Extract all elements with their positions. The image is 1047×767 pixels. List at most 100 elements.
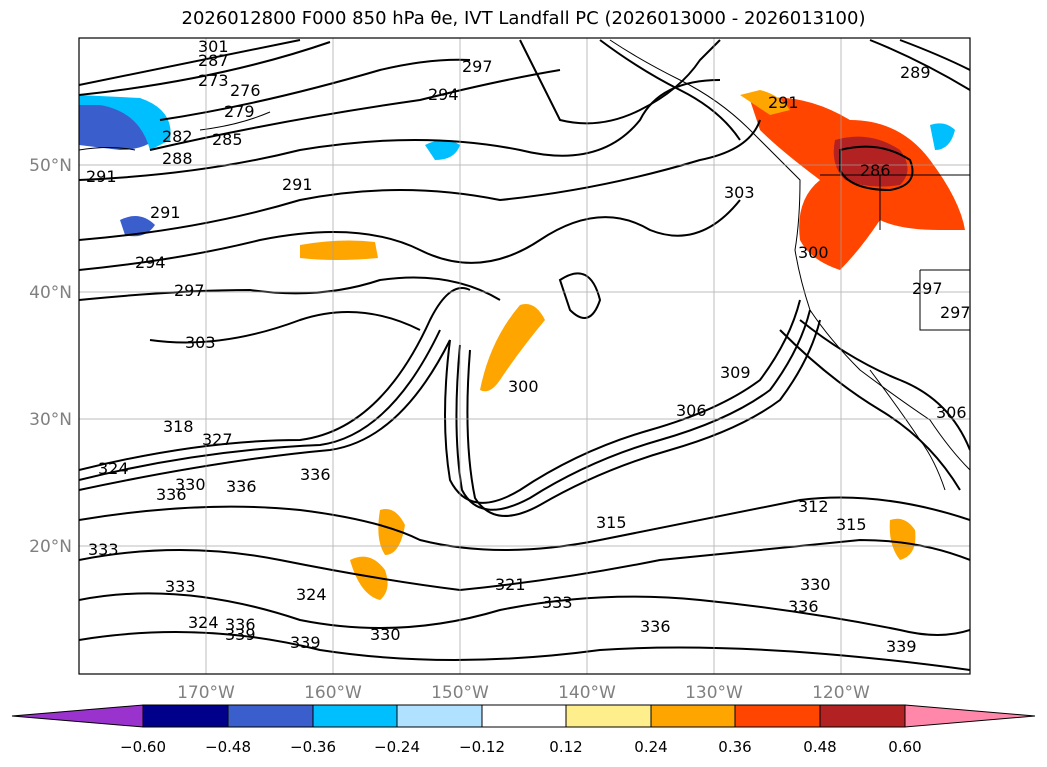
ivt-negative-ring-nw bbox=[79, 95, 171, 150]
contour-line bbox=[149, 311, 421, 344]
contour-label: 297 bbox=[462, 57, 493, 76]
contour-label: 291 bbox=[150, 203, 181, 222]
ivt-moderate-ring-nw bbox=[740, 90, 790, 115]
contour-label: 282 bbox=[162, 127, 193, 146]
contour-line bbox=[599, 39, 741, 141]
coastlines bbox=[79, 39, 970, 491]
contour-label: 285 bbox=[212, 130, 243, 149]
ivt-negative-region-n1 bbox=[425, 140, 460, 160]
contour-label: 303 bbox=[185, 333, 216, 352]
lon-tick-label: 150°W bbox=[431, 683, 489, 703]
latitude-tick-labels: 50°N 40°N 30°N 20°N bbox=[29, 156, 72, 557]
contour-label: 291 bbox=[86, 167, 117, 186]
colorbar-extend-low bbox=[11, 704, 144, 728]
colorbar-segment bbox=[396, 704, 483, 728]
lat-tick-label: 30°N bbox=[29, 410, 72, 430]
contour-label: 339 bbox=[290, 633, 321, 652]
contour-label: 289 bbox=[900, 63, 931, 82]
state-borders bbox=[820, 174, 970, 331]
ivt-negative-region-w bbox=[120, 216, 155, 237]
map-title: 2026012800 F000 850 hPa θe, IVT Landfall… bbox=[181, 8, 866, 29]
contour-line bbox=[779, 329, 961, 491]
contour-label: 315 bbox=[836, 515, 867, 534]
contour-label: 336 bbox=[156, 485, 187, 504]
contour-label: 301 bbox=[198, 37, 229, 56]
contour-label: 330 bbox=[800, 575, 831, 594]
contour-label: 336 bbox=[225, 615, 256, 634]
contour-label: 333 bbox=[542, 593, 573, 612]
contour-label: 287 bbox=[198, 51, 229, 70]
contour-label: 333 bbox=[88, 540, 119, 559]
contour-label: 315 bbox=[596, 513, 627, 532]
contour-label: 303 bbox=[724, 183, 755, 202]
colorbar-segment bbox=[227, 704, 314, 728]
contour-line bbox=[839, 145, 914, 192]
contour-label: 330 bbox=[370, 625, 401, 644]
contour-label: 312 bbox=[798, 497, 829, 516]
colorbar-segment bbox=[481, 704, 567, 728]
contour-label: 306 bbox=[936, 403, 967, 422]
contour-label: 327 bbox=[202, 430, 233, 449]
contour-label: 339 bbox=[225, 625, 256, 644]
lat-tick-label: 20°N bbox=[29, 537, 72, 557]
contour-label: 291 bbox=[282, 175, 313, 194]
contour-label: 294 bbox=[135, 253, 166, 272]
colorbar-segment bbox=[142, 704, 229, 728]
contour-label: 336 bbox=[640, 617, 671, 636]
ivt-positive-region-sw2 bbox=[378, 509, 405, 555]
colorbar-segment bbox=[650, 704, 736, 728]
contour-label: 286 bbox=[860, 161, 891, 180]
contour-label: 309 bbox=[720, 363, 751, 382]
contour-line bbox=[79, 631, 970, 671]
contour-label: 336 bbox=[300, 465, 331, 484]
colorbar bbox=[11, 704, 1036, 728]
contour-line bbox=[79, 287, 471, 471]
contour-label: 297 bbox=[912, 279, 943, 298]
lon-tick-label: 140°W bbox=[558, 683, 616, 703]
map-panel: 301 287 273 276 279 282 285 288 291 294 … bbox=[78, 37, 971, 675]
contour-line bbox=[519, 39, 721, 125]
colorbar-tick-labels: −0.60 −0.48 −0.36 −0.24 −0.12 0.12 0.24 … bbox=[120, 738, 922, 756]
coastline-north-america bbox=[609, 39, 970, 471]
colorbar-segment bbox=[312, 704, 398, 728]
coastline-alaska bbox=[79, 111, 271, 151]
colorbar-segment bbox=[734, 704, 821, 728]
colorbar-tick-label: 0.12 bbox=[549, 738, 582, 756]
contour-labels: 301 287 273 276 279 282 285 288 291 294 … bbox=[86, 37, 971, 656]
colorbar-tick-label: −0.48 bbox=[205, 738, 251, 756]
colorbar-tick-label: 0.48 bbox=[803, 738, 836, 756]
contour-label: 276 bbox=[230, 81, 261, 100]
ivt-negative-region-e bbox=[930, 123, 955, 150]
contour-label: 288 bbox=[162, 149, 193, 168]
contour-label: 297 bbox=[174, 281, 205, 300]
contour-line bbox=[799, 319, 970, 451]
contour-line bbox=[79, 119, 761, 241]
ivt-shading bbox=[79, 90, 965, 600]
contour-line bbox=[79, 538, 970, 592]
contour-line bbox=[79, 276, 501, 301]
contour-label: 294 bbox=[428, 85, 459, 104]
contour-label: 333 bbox=[165, 577, 196, 596]
lon-tick-label: 120°W bbox=[812, 683, 870, 703]
contour-line bbox=[869, 39, 970, 91]
ivt-positive-region-mid bbox=[480, 304, 545, 392]
gridlines bbox=[79, 38, 970, 674]
colorbar-tick-label: −0.36 bbox=[290, 738, 336, 756]
contour-label: 306 bbox=[676, 401, 707, 420]
colorbar-tick-label: −0.12 bbox=[459, 738, 505, 756]
lat-tick-label: 40°N bbox=[29, 283, 72, 303]
contour-label: 273 bbox=[198, 71, 229, 90]
colorbar-tick-label: −0.24 bbox=[374, 738, 420, 756]
contour-label: 318 bbox=[163, 417, 194, 436]
ivt-positive-region-se bbox=[889, 518, 916, 560]
contour-line bbox=[466, 319, 821, 517]
contour-label: 324 bbox=[188, 613, 219, 632]
contour-label: 300 bbox=[798, 243, 829, 262]
lon-tick-label: 160°W bbox=[304, 683, 362, 703]
map-frame bbox=[78, 37, 971, 675]
coastline-baja bbox=[869, 369, 946, 491]
colorbar-tick-label: 0.36 bbox=[718, 738, 751, 756]
contour-label: 297 bbox=[940, 303, 971, 322]
longitude-tick-labels: 170°W 160°W 150°W 140°W 130°W 120°W bbox=[177, 683, 870, 703]
lon-tick-label: 130°W bbox=[685, 683, 743, 703]
